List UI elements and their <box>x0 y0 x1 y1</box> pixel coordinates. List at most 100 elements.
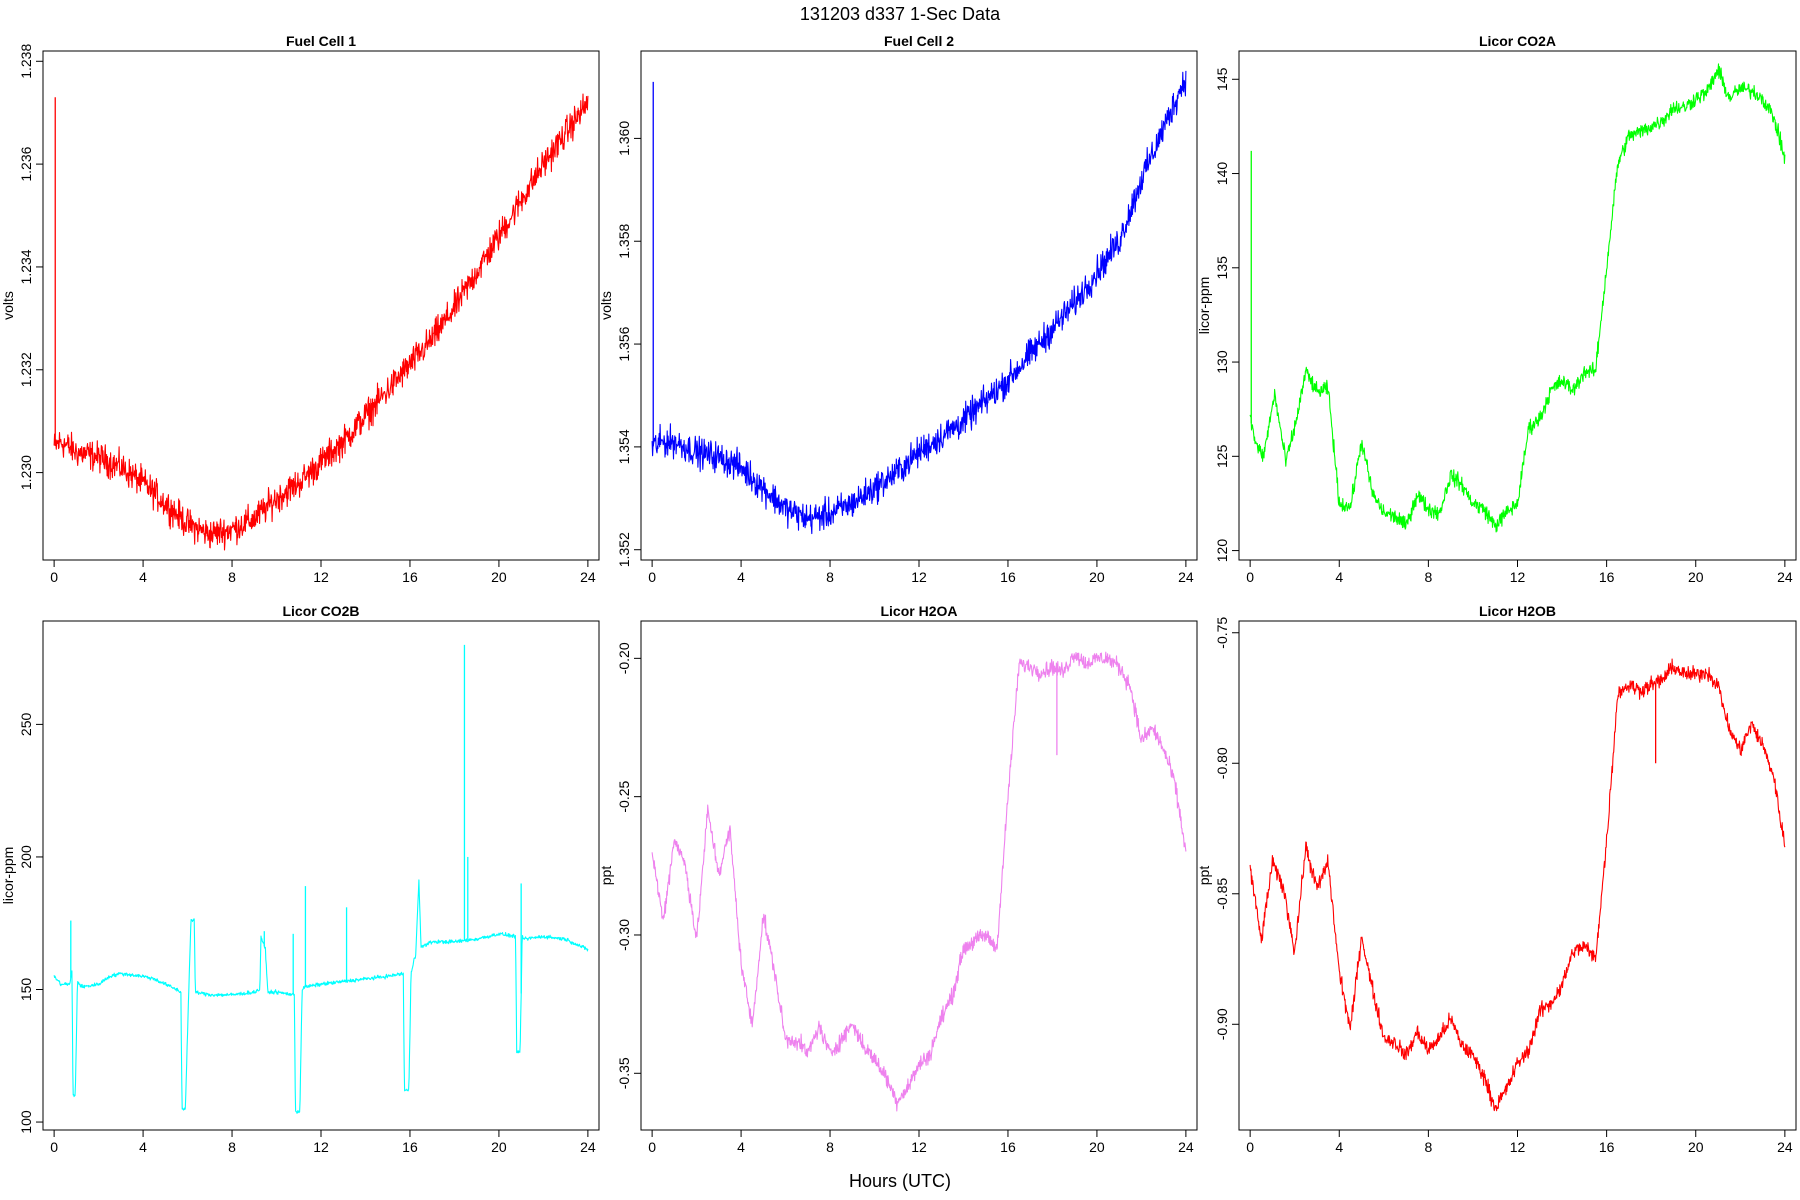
y-axis: 100 150 200 250 <box>18 712 43 1134</box>
y-axis: -0.90 -0.85 -0.80 -0.75 <box>1214 617 1239 1040</box>
panel-title: Licor CO2A <box>1479 33 1556 49</box>
x-tick-label: 16 <box>402 1139 418 1155</box>
series-line-0 <box>651 70 1187 535</box>
x-tick-label: 12 <box>313 1139 329 1155</box>
x-tick-label: 12 <box>911 569 927 585</box>
panel-title: Licor H2OA <box>880 603 957 619</box>
y-tick-label: -0.75 <box>1214 617 1230 649</box>
y-tick-label: 145 <box>1214 67 1230 91</box>
x-tick-label: 4 <box>737 569 745 585</box>
x-tick-label: 24 <box>1178 1139 1194 1155</box>
x-tick-label: 8 <box>826 1139 834 1155</box>
y-axis-label: licor-ppm <box>0 847 16 905</box>
x-tick-label: 24 <box>580 1139 596 1155</box>
y-tick-label: 1.234 <box>18 249 34 284</box>
y-tick-label: 200 <box>18 845 34 869</box>
x-tick-label: 16 <box>1000 569 1016 585</box>
plot-frame <box>640 50 1198 561</box>
panel-title: Licor H2OB <box>1479 603 1556 619</box>
y-tick-label: -0.80 <box>1214 747 1230 779</box>
x-tick-label: 12 <box>911 1139 927 1155</box>
x-tick-label: 16 <box>1000 1139 1016 1155</box>
x-tick-label: 4 <box>1335 569 1343 585</box>
x-tick-label: 24 <box>580 569 596 585</box>
x-tick-label: 16 <box>1599 1139 1615 1155</box>
x-tick-label: 12 <box>313 569 329 585</box>
panel-title: Fuel Cell 2 <box>884 33 954 49</box>
x-axis: 0 4 8 12 16 20 24 <box>1246 1130 1793 1155</box>
figure-title: 131203 d337 1-Sec Data <box>800 4 1001 24</box>
series-line-0 <box>651 651 1187 1112</box>
panel-title: Fuel Cell 1 <box>286 33 356 49</box>
x-tick-label: 12 <box>1510 1139 1526 1155</box>
y-axis: 1.352 1.354 1.356 1.358 1.360 <box>616 121 641 567</box>
x-tick-label: 0 <box>648 1139 656 1155</box>
y-axis-label: ppt <box>1196 866 1212 886</box>
x-tick-label: 16 <box>402 569 418 585</box>
y-tick-label: 1.360 <box>616 121 632 156</box>
y-tick-label: -0.90 <box>1214 1008 1230 1040</box>
y-tick-label: -0.25 <box>616 780 632 812</box>
y-axis: -0.35 -0.30 -0.25 -0.20 <box>616 642 641 1089</box>
y-tick-label: 250 <box>18 712 34 736</box>
y-tick-label: 1.354 <box>616 429 632 464</box>
x-tick-label: 24 <box>1777 569 1793 585</box>
y-tick-label: 150 <box>18 978 34 1002</box>
y-axis-label: licor-ppm <box>1196 277 1212 335</box>
x-tick-label: 8 <box>228 569 236 585</box>
x-axis: 0 4 8 12 16 20 24 <box>648 1130 1194 1155</box>
y-tick-label: 120 <box>1214 539 1230 563</box>
x-tick-label: 4 <box>139 569 147 585</box>
x-tick-label: 12 <box>1510 569 1526 585</box>
plot-frame <box>42 50 600 561</box>
y-tick-label: -0.85 <box>1214 878 1230 910</box>
x-tick-label: 0 <box>1246 1139 1254 1155</box>
y-tick-label: 1.356 <box>616 326 632 361</box>
x-tick-label: 0 <box>50 569 58 585</box>
x-tick-label: 20 <box>491 1139 507 1155</box>
y-axis: 1.230 1.232 1.234 1.236 1.238 <box>18 44 43 490</box>
series-line-0 <box>1249 63 1786 533</box>
plot-frame <box>1238 50 1797 561</box>
y-axis-label: volts <box>0 291 16 320</box>
x-tick-label: 4 <box>139 1139 147 1155</box>
series-line-0 <box>1249 658 1786 1112</box>
y-tick-label: 1.232 <box>18 352 34 387</box>
x-tick-label: 16 <box>1599 569 1615 585</box>
x-tick-label: 8 <box>1424 1139 1432 1155</box>
y-tick-label: 100 <box>18 1110 34 1134</box>
y-tick-label: 140 <box>1214 162 1230 186</box>
panel-title: Licor CO2B <box>282 603 359 619</box>
y-axis: 120 125 130 135 140 145 <box>1214 67 1239 562</box>
panel-fuel-cell-2: Fuel Cell 2 volts 0 4 8 12 16 20 24 1.352 1.354 1.3… <box>598 33 1198 585</box>
y-tick-label: 1.236 <box>18 146 34 181</box>
series-line-0 <box>53 879 589 1114</box>
x-tick-label: 8 <box>1424 569 1432 585</box>
x-tick-label: 4 <box>737 1139 745 1155</box>
x-tick-label: 20 <box>1089 569 1105 585</box>
x-tick-label: 24 <box>1777 1139 1793 1155</box>
panel-licor-co2b: Licor CO2B licor-ppm 0 4 8 12 16 20 24 100 150 200 2… <box>0 603 600 1155</box>
plot-frame <box>640 620 1198 1131</box>
y-tick-label: 1.238 <box>18 44 34 79</box>
x-axis: 0 4 8 12 16 20 24 <box>50 1130 596 1155</box>
y-axis-label: ppt <box>598 866 614 886</box>
x-tick-label: 20 <box>491 569 507 585</box>
x-tick-label: 0 <box>648 569 656 585</box>
x-axis: 0 4 8 12 16 20 24 <box>648 560 1194 585</box>
y-tick-label: -0.35 <box>616 1057 632 1089</box>
y-tick-label: 1.352 <box>616 532 632 567</box>
y-axis-label: volts <box>598 291 614 320</box>
y-tick-label: 130 <box>1214 350 1230 374</box>
x-tick-label: 8 <box>228 1139 236 1155</box>
x-tick-label: 24 <box>1178 569 1194 585</box>
y-tick-label: -0.20 <box>616 642 632 674</box>
x-axis: 0 4 8 12 16 20 24 <box>1246 560 1793 585</box>
x-tick-label: 8 <box>826 569 834 585</box>
figure-x-axis-label: Hours (UTC) <box>849 1171 951 1191</box>
